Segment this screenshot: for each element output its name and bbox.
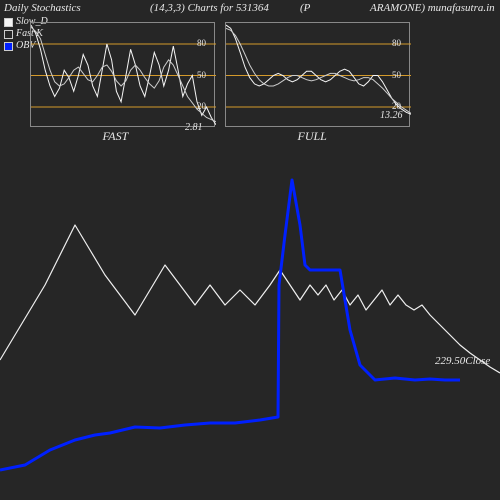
title-center: (14,3,3) Charts for 531364 — [150, 2, 269, 14]
axis-tick-label: 80 — [197, 38, 206, 48]
close-label: 229.50Close — [435, 355, 490, 367]
title-right: ARAMONE) munafasutra.in — [370, 2, 495, 14]
value-annotation: 13.26 — [380, 110, 403, 121]
axis-tick-label: 50 — [197, 70, 206, 80]
axis-tick-label: 80 — [392, 38, 401, 48]
legend-swatch — [4, 42, 13, 51]
chart-container: Daily Stochastics (14,3,3) Charts for 53… — [0, 0, 500, 500]
value-annotation: 2.81 — [185, 122, 203, 133]
axis-tick-label: 20 — [197, 101, 206, 111]
axis-tick-label: 50 — [392, 70, 401, 80]
mini-label-fast: FAST — [103, 129, 129, 144]
mini-label-full: FULL — [298, 129, 327, 144]
legend-swatch — [4, 30, 13, 39]
main-chart — [0, 155, 500, 500]
legend-swatch — [4, 18, 13, 27]
title-right-prefix: (P — [300, 2, 310, 14]
mini-chart-fast — [30, 22, 215, 127]
title-left: Daily Stochastics — [4, 2, 81, 14]
